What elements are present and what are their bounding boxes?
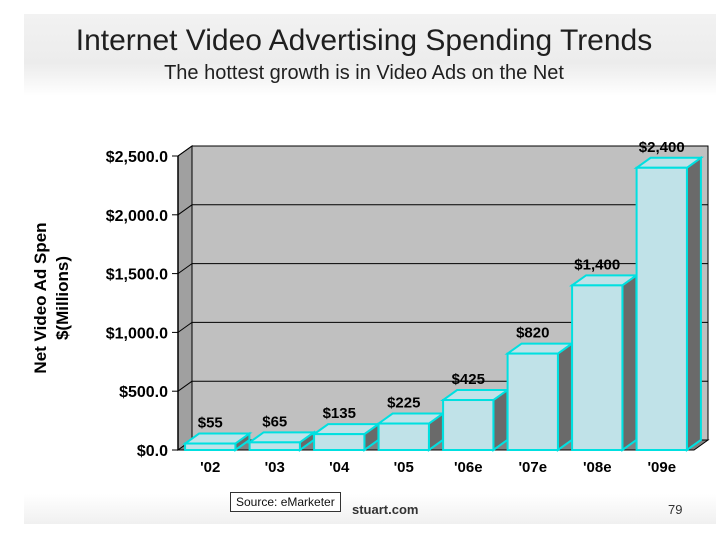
bar — [248, 441, 301, 451]
y-axis-title: Net Video Ad Spen $(Millions) — [31, 222, 72, 373]
y-axis-title-line: Net Video Ad Spen — [31, 222, 50, 373]
x-tick-label: '03 — [265, 459, 285, 476]
gridline-diag — [177, 204, 193, 216]
slide-subtitle: The hottest growth is in Video Ads on th… — [164, 62, 564, 84]
bar — [442, 399, 495, 451]
bar — [313, 433, 366, 451]
page-number: 79 — [668, 502, 683, 517]
data-label: $425 — [452, 371, 485, 388]
bar — [377, 422, 430, 452]
bar — [184, 442, 237, 452]
x-tick-label: '08e — [583, 459, 612, 476]
slide-title: Internet Video Advertising Spending Tren… — [75, 24, 653, 57]
bar — [571, 284, 624, 451]
title-band — [24, 14, 716, 96]
bar-side — [556, 341, 573, 452]
data-label: $2,400 — [639, 139, 685, 156]
gridline-diag — [177, 263, 193, 275]
bar — [506, 352, 559, 451]
y-axis-title-line: $(Millions) — [53, 256, 72, 340]
source-note: Source: eMarketer — [230, 492, 341, 512]
x-tick-label: '02 — [200, 459, 220, 476]
data-label: $225 — [387, 395, 420, 412]
x-tick-label: '09e — [647, 459, 676, 476]
y-tick-label: $2,500.0 — [106, 149, 168, 166]
bar-side — [685, 155, 702, 452]
gridline-diag — [177, 380, 193, 392]
data-label: $65 — [262, 413, 287, 430]
gridline-diag — [177, 321, 193, 333]
gridline-diag — [177, 145, 193, 157]
y-tick-label: $1,500.0 — [106, 267, 168, 284]
data-label: $55 — [198, 415, 223, 432]
y-tick-label: $0.0 — [137, 443, 168, 460]
footer-site: stuart.com — [352, 502, 419, 517]
bar-side — [621, 273, 638, 452]
data-label: $820 — [516, 325, 549, 342]
data-label: $135 — [323, 405, 356, 422]
x-tick-label: '04 — [329, 459, 350, 476]
y-tick-label: $1,000.0 — [106, 325, 168, 342]
x-tick-label: '05 — [394, 459, 414, 476]
y-tick-label: $2,000.0 — [106, 208, 168, 225]
x-tick-label: '06e — [454, 459, 483, 476]
footer-band — [24, 494, 716, 524]
bar — [635, 166, 688, 451]
plot-side-wall — [177, 145, 193, 451]
x-tick-label: '07e — [518, 459, 547, 476]
data-label: $1,400 — [574, 256, 620, 273]
y-tick-label: $500.0 — [119, 384, 168, 401]
